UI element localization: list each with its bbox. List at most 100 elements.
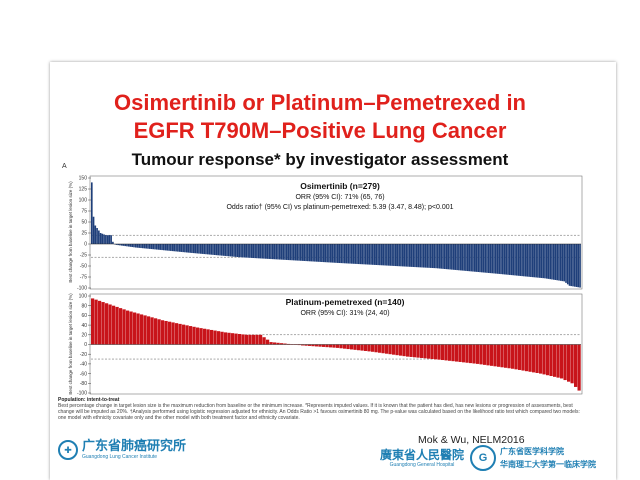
waterfall-bar <box>545 244 548 279</box>
waterfall-bar <box>291 244 293 261</box>
waterfall-bar <box>577 244 580 288</box>
panel2-y-ticks: -100 -80 -60 -40 -20 0 20 40 60 80 100 <box>77 294 91 397</box>
waterfall-bar <box>140 244 142 249</box>
waterfall-bar <box>161 320 165 345</box>
waterfall-bar <box>336 344 340 348</box>
y-tick-label: 100 <box>79 198 88 204</box>
waterfall-bar <box>498 244 501 274</box>
panel1-y-axis-label: Best change from baseline in target lesi… <box>68 181 73 283</box>
waterfall-bar <box>399 344 403 356</box>
waterfall-bar <box>212 244 214 255</box>
waterfall-bar <box>339 344 343 349</box>
waterfall-bar <box>245 334 249 345</box>
waterfall-bar <box>343 344 347 349</box>
waterfall-bar <box>431 244 434 269</box>
waterfall-bar <box>282 244 285 260</box>
waterfall-bar <box>238 244 241 258</box>
panel-letter: A <box>62 163 67 170</box>
waterfall-bar <box>401 244 404 267</box>
waterfall-bar <box>422 244 425 268</box>
y-tick-label: -75 <box>80 275 87 281</box>
waterfall-bar <box>199 328 203 345</box>
waterfall-bar <box>479 344 483 365</box>
waterfall-bar <box>226 244 228 257</box>
waterfall-bar <box>122 309 126 345</box>
waterfall-bar <box>333 244 335 263</box>
waterfall-bar <box>463 244 465 271</box>
waterfall-bar <box>321 244 323 262</box>
waterfall-bar <box>329 344 333 348</box>
waterfall-bar <box>262 337 266 345</box>
waterfall-bar <box>329 244 332 263</box>
waterfall-bar <box>530 244 532 277</box>
waterfall-bar <box>187 244 190 253</box>
hospital-name-cn: 廣東省人民醫院 <box>380 447 465 462</box>
waterfall-bar <box>413 344 417 358</box>
waterfall-bar <box>451 344 455 362</box>
hospital-seal-icon: G <box>470 445 497 471</box>
waterfall-bar <box>340 244 343 264</box>
waterfall-bar <box>447 244 450 270</box>
waterfall-bar <box>305 244 307 262</box>
waterfall-bar <box>308 344 312 346</box>
waterfall-bar <box>400 244 402 267</box>
waterfall-bar <box>196 244 198 254</box>
waterfall-bar <box>552 244 555 280</box>
waterfall-bar <box>261 244 263 259</box>
y-tick-label: 0 <box>84 342 87 348</box>
waterfall-bar <box>392 344 396 355</box>
waterfall-bar <box>98 230 100 244</box>
waterfall-bar <box>236 244 239 258</box>
hospital-name-en: Guangdong General Hospital <box>389 461 455 468</box>
waterfall-bar <box>357 344 361 351</box>
waterfall-bar <box>508 244 511 275</box>
waterfall-bar <box>318 344 322 347</box>
waterfall-bar <box>319 244 321 262</box>
waterfall-bar <box>249 244 251 258</box>
waterfall-bar <box>266 339 270 345</box>
waterfall-bar <box>371 344 375 352</box>
waterfall-bar <box>161 244 163 251</box>
waterfall-bar <box>189 326 193 345</box>
waterfall-bar <box>141 244 144 249</box>
waterfall-bar <box>154 244 156 250</box>
waterfall-bar <box>367 344 371 352</box>
waterfall-bar <box>436 244 439 269</box>
waterfall-bar <box>484 244 487 273</box>
waterfall-bar <box>414 244 416 268</box>
waterfall-bar <box>511 344 515 369</box>
waterfall-bar <box>301 244 304 261</box>
waterfall-bar <box>324 244 327 263</box>
waterfall-bar <box>398 244 400 267</box>
y-tick-label: 80 <box>81 303 87 309</box>
waterfall-bar <box>476 344 480 364</box>
academy-name-line1: 广东省医学科学院 <box>500 446 565 456</box>
waterfall-bar <box>377 244 379 266</box>
waterfall-bar <box>416 344 420 358</box>
y-tick-label: 125 <box>79 187 88 193</box>
y-tick-label: 100 <box>79 294 88 300</box>
waterfall-bar <box>475 244 478 272</box>
waterfall-bar <box>138 244 141 248</box>
waterfall-bar <box>178 323 182 345</box>
panel2-y-axis-label: Best change from baseline in target lesi… <box>68 293 73 395</box>
waterfall-bar <box>434 344 438 360</box>
waterfall-bar <box>458 344 462 362</box>
waterfall-bar <box>292 244 295 261</box>
waterfall-bar <box>379 244 381 266</box>
waterfall-bar <box>551 244 553 280</box>
waterfall-bar <box>531 244 534 278</box>
waterfall-bar <box>168 321 172 345</box>
waterfall-bar <box>487 244 490 273</box>
waterfall-bar <box>201 244 204 254</box>
waterfall-bar <box>516 244 518 276</box>
waterfall-bar <box>561 244 564 282</box>
waterfall-bar <box>136 313 140 345</box>
waterfall-bar <box>147 316 151 345</box>
waterfall-bar <box>192 326 196 345</box>
waterfall-bar <box>473 244 476 272</box>
waterfall-bar <box>259 244 262 259</box>
waterfall-bar <box>152 244 155 250</box>
slide-title-line2: EGFR T790M–Positive Lung Cancer <box>133 118 507 143</box>
